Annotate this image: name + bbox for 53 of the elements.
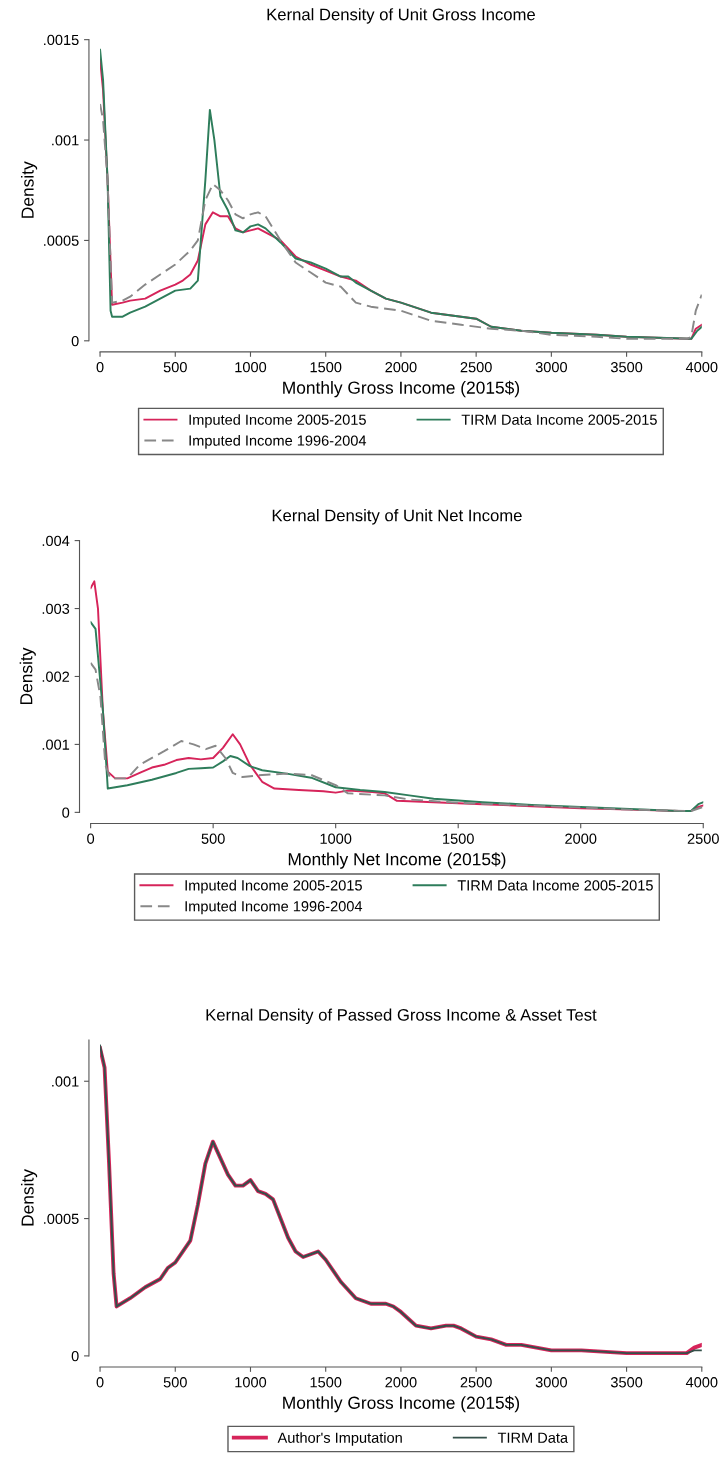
y-tick-label: .0005	[44, 1213, 79, 1224]
x-tick-label: 3000	[535, 1377, 568, 1388]
x-tick-label: 1500	[310, 362, 342, 373]
x-tick-label: 3500	[610, 362, 643, 373]
x-tick-label: 3500	[610, 1377, 643, 1388]
legend-label: TIRM Data Income 2005-2015	[457, 880, 653, 891]
x-tick-label: 4000	[685, 362, 718, 373]
chart-title: Kernal Density of Unit Gross Income	[267, 8, 535, 24]
y-tick-label: .001	[52, 1076, 79, 1087]
x-tick-label: 0	[96, 362, 104, 373]
x-tick-label: 1000	[235, 1377, 267, 1388]
x-axis-title: Monthly Net Income (2015$)	[288, 852, 506, 869]
legend-label: TIRM Data Income 2005-2015	[461, 414, 657, 425]
x-tick-label: 2500	[687, 833, 719, 844]
x-tick-label: 2000	[565, 833, 597, 844]
x-tick-label: 0	[87, 833, 95, 844]
legend-label: Imputed Income 2005-2015	[185, 879, 362, 894]
chart-title: Kernal Density of Unit Net Income	[272, 509, 522, 525]
y-axis-title: Density	[20, 161, 38, 218]
x-tick-label: 2000	[385, 362, 417, 373]
y-tick-label: .0015	[44, 34, 79, 46]
x-axis-title: Monthly Gross Income (2015$)	[283, 1395, 520, 1413]
legend-label: Imputed Income 2005-2015	[189, 414, 366, 428]
y-tick-label: .001	[52, 135, 79, 146]
y-tick-label: .0005	[44, 235, 79, 246]
y-tick-label: 0	[71, 1350, 79, 1362]
x-tick-label: 1500	[443, 833, 474, 844]
chart-title: Kernal Density of Passed Gross Income & Asset Test	[206, 1008, 597, 1025]
legend-label: Imputed Income 1996-2004	[185, 900, 363, 915]
x-tick-label: 2500	[460, 1377, 492, 1388]
y-tick-label: .002	[42, 671, 70, 682]
x-tick-label: 500	[163, 1377, 187, 1388]
legend-label: TIRM Data	[497, 1432, 569, 1443]
legend-label: Imputed Income 1996-2004	[189, 435, 367, 449]
y-tick-label: .004	[42, 535, 70, 547]
x-tick-label: 2000	[385, 1377, 417, 1388]
x-tick-label: 500	[201, 833, 225, 844]
y-tick-label: 0	[71, 335, 79, 347]
y-tick-label: 0	[62, 807, 70, 818]
y-axis-title: Density	[19, 647, 36, 704]
x-axis-title: Monthly Gross Income (2015$)	[283, 380, 520, 398]
x-tick-label: 1000	[320, 833, 352, 844]
x-tick-label: 2500	[460, 362, 492, 373]
x-tick-label: 1500	[310, 1377, 342, 1388]
x-tick-label: 4000	[685, 1377, 718, 1388]
y-tick-label: .001	[42, 739, 70, 750]
legend-label: Author's Imputation	[277, 1432, 402, 1446]
x-tick-label: 500	[163, 362, 187, 373]
x-tick-label: 0	[96, 1377, 104, 1388]
y-tick-label: .003	[42, 603, 70, 614]
x-tick-label: 1000	[235, 362, 267, 373]
y-axis-title: Density	[20, 1169, 38, 1226]
x-tick-label: 3000	[535, 362, 568, 373]
